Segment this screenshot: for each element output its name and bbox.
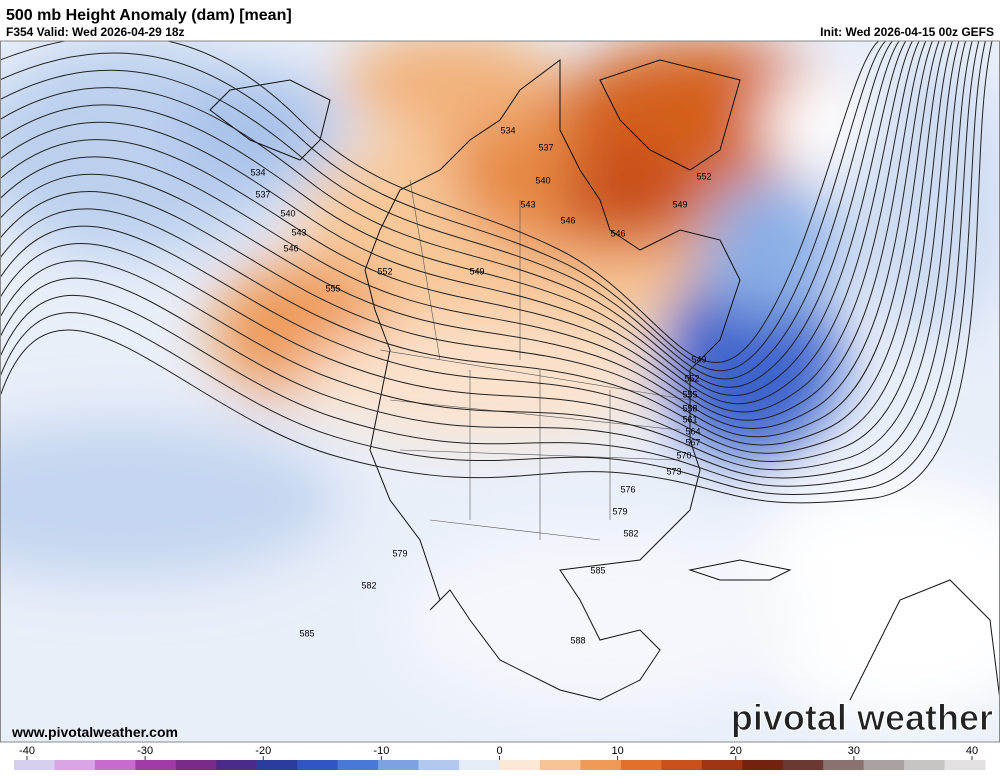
contour-label: 546	[283, 243, 298, 253]
contour-label: 585	[590, 565, 605, 575]
contour-label: 549	[672, 199, 687, 209]
contour-label: 546	[560, 215, 575, 225]
contour-line	[0, 41, 973, 479]
contour-label: 579	[612, 506, 627, 516]
contour-label: 561	[682, 414, 697, 424]
title: 500 mb Height Anomaly (dam) [mean]	[6, 7, 292, 24]
colorbar: -40 -30 -20 -10 0 10 20 30 40	[14, 745, 986, 770]
contour-label: 552	[696, 171, 711, 181]
contour-line	[0, 41, 940, 438]
colorbar-tick-label: -40	[19, 745, 35, 757]
colorbar-swatch	[944, 760, 986, 770]
contour-label: 588	[570, 635, 585, 645]
colorbar-tick-label: -20	[255, 745, 271, 757]
colorbar-swatch	[216, 760, 258, 770]
contour-label: 552	[684, 373, 699, 383]
colorbar-swatch	[539, 760, 581, 770]
map: 534 537 540 543 546 552 555 549 534 537 540 543 546 5…	[0, 41, 1000, 742]
colorbar-swatch	[14, 760, 55, 770]
colorbar-tick-label: 10	[612, 745, 624, 757]
contour-line	[0, 41, 960, 462]
contour-label: 540	[535, 175, 550, 185]
contour-line	[0, 41, 967, 471]
colorbar-swatch	[661, 760, 703, 770]
colorbar-swatch	[620, 760, 662, 770]
contour-label: 549	[469, 266, 484, 276]
contour-line	[0, 41, 914, 405]
contour-label: 567	[685, 437, 700, 447]
colorbar-swatch	[135, 760, 177, 770]
colorbar-swatch	[175, 760, 217, 770]
contour-label: 558	[682, 403, 697, 413]
contour-label: 570	[676, 450, 691, 460]
contour-label: 573	[666, 466, 681, 476]
colorbar-swatch	[256, 760, 298, 770]
colorbar-swatch	[459, 760, 500, 770]
colorbar-swatch	[418, 760, 460, 770]
contour-label: 555	[682, 389, 697, 399]
colorbar-swatch	[782, 760, 824, 770]
contour-line	[0, 41, 986, 496]
contour-label: 585	[299, 628, 314, 638]
contour-label: 582	[361, 580, 376, 590]
colorbar-swatch	[94, 760, 136, 770]
colorbar-swatch	[904, 760, 946, 770]
website: www.pivotalweather.com	[11, 724, 178, 740]
colorbar-tick-label: -10	[373, 745, 389, 757]
contour-label: 576	[620, 484, 635, 494]
colorbar-swatch	[823, 760, 865, 770]
contour-line	[0, 41, 880, 364]
contour-line	[0, 41, 980, 487]
contour-line	[0, 41, 894, 380]
contour-line	[0, 41, 887, 372]
contour-label: 537	[538, 142, 553, 152]
colorbar-swatch	[580, 760, 622, 770]
contour-line	[0, 41, 933, 429]
colorbar-tick-label: 40	[966, 745, 978, 757]
contour-line	[0, 41, 947, 446]
colorbar-swatch	[378, 760, 420, 770]
contour-line	[0, 41, 920, 413]
contour-line	[0, 41, 927, 421]
colorbar-tick-label: -30	[137, 745, 153, 757]
contour-line	[0, 41, 900, 388]
colorbar-tick-label: 20	[730, 745, 742, 757]
colorbar-swatch	[742, 760, 784, 770]
colorbar-tick-label: 0	[496, 745, 502, 757]
contour-line	[0, 41, 953, 454]
valid-time: F354 Valid: Wed 2026-04-29 18z	[6, 25, 185, 39]
contour-label: 552	[377, 266, 392, 276]
contour-label: 537	[255, 189, 270, 199]
colorbar-swatch	[297, 760, 339, 770]
contour-label: 582	[623, 528, 638, 538]
colorbar-swatch	[337, 760, 379, 770]
colorbar-swatch	[701, 760, 743, 770]
coastlines	[209, 59, 1000, 701]
logo: pivotal weather	[731, 697, 993, 738]
contour-label: 543	[520, 199, 535, 209]
contour-label: 546	[610, 228, 625, 238]
contour-label: 543	[291, 227, 306, 237]
contour-line	[0, 41, 907, 396]
colorbar-tick-label: 30	[848, 745, 860, 757]
contour-label: 564	[685, 426, 700, 436]
init-time: Init: Wed 2026-04-15 00z GEFS	[820, 25, 994, 39]
colorbar-swatch	[499, 760, 541, 770]
contour-label: 555	[325, 283, 340, 293]
contour-label: 549	[691, 354, 706, 364]
contour-label: 540	[280, 208, 295, 218]
contour-labels: 534 537 540 543 546 552 555 549 534 537 540 543 546 5…	[250, 125, 711, 645]
contour-line	[0, 41, 993, 504]
colorbar-swatch	[54, 760, 96, 770]
contour-label: 534	[250, 167, 265, 177]
colorbar-swatch	[863, 760, 905, 770]
contour-label: 534	[500, 125, 515, 135]
contour-label: 579	[392, 548, 407, 558]
height-contours	[0, 41, 993, 504]
